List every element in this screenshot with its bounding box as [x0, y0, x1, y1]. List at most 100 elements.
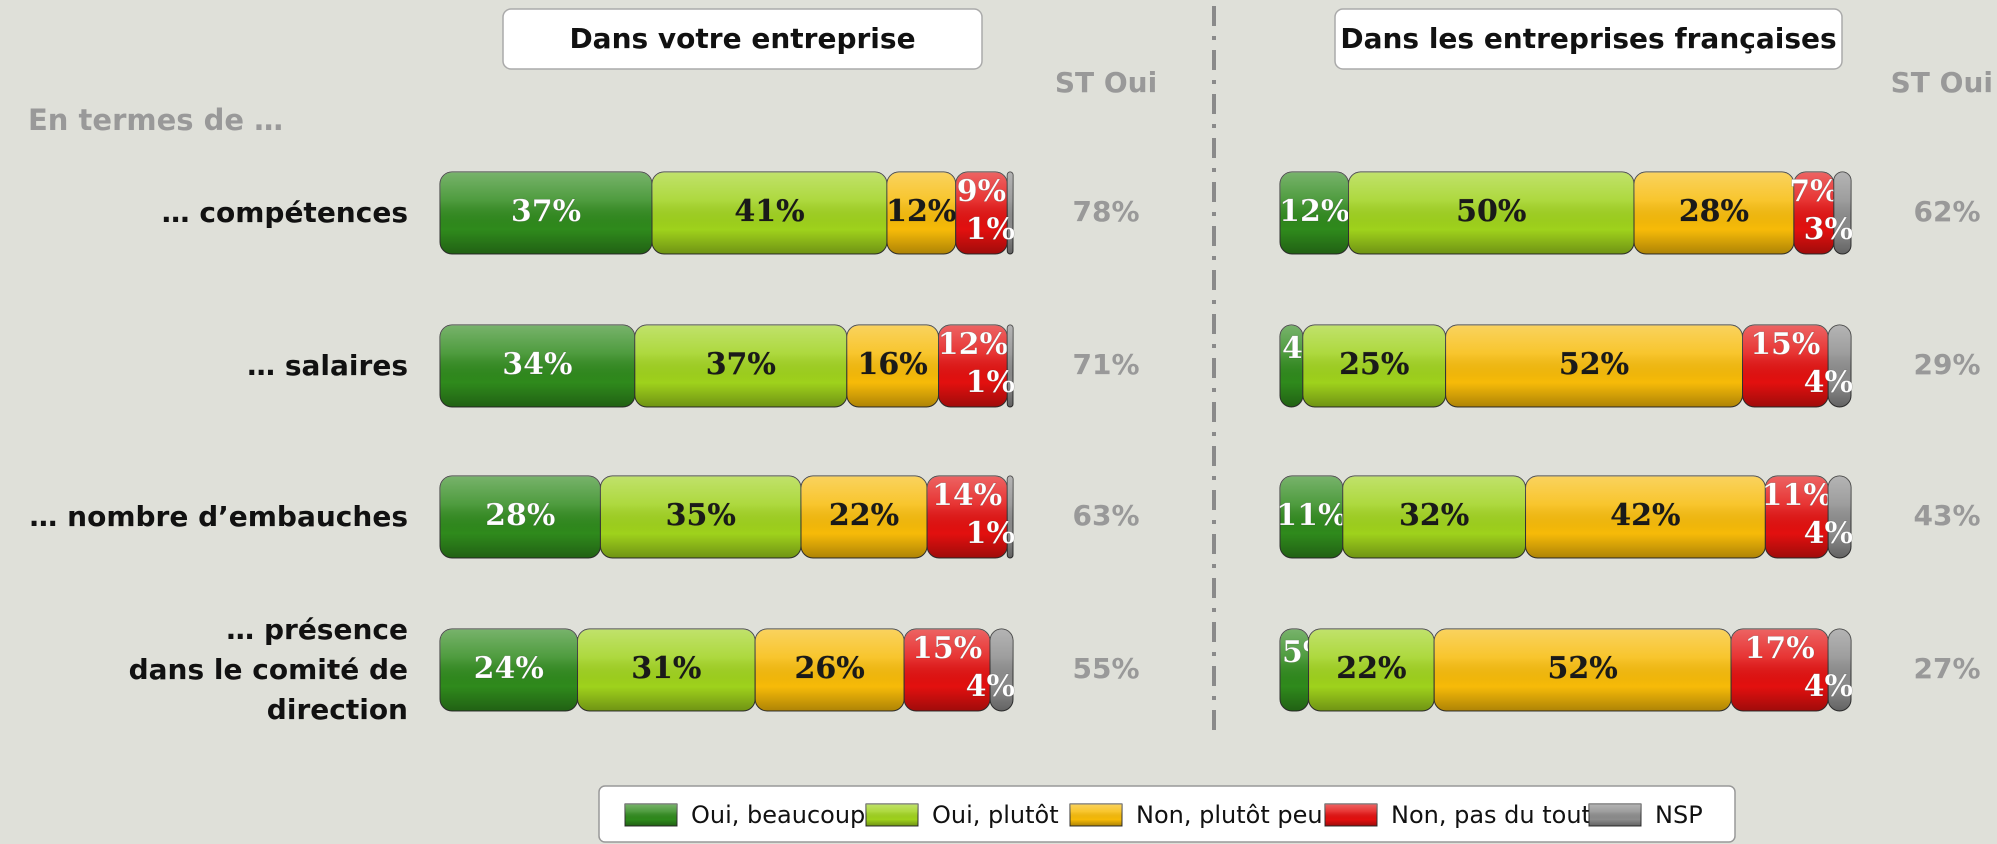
legend-box	[598, 785, 1736, 843]
total-label: 78%	[1072, 195, 1139, 228]
value-label: 11%	[1276, 498, 1346, 533]
value-label: 37%	[511, 194, 581, 229]
value-label: 4%	[1804, 516, 1853, 551]
value-label: 22%	[829, 498, 899, 533]
gloss	[440, 325, 635, 407]
subtitle: En termes de …	[28, 103, 283, 137]
gloss	[1445, 325, 1743, 407]
gloss	[866, 804, 918, 826]
value-label: 24%	[474, 651, 544, 686]
gloss	[1793, 172, 1834, 254]
gloss	[625, 804, 677, 826]
gloss	[1007, 476, 1013, 558]
gloss	[1070, 804, 1122, 826]
gloss	[927, 476, 1008, 558]
total-label: 71%	[1072, 348, 1139, 381]
gloss	[955, 172, 1008, 254]
value-label: 26%	[795, 651, 865, 686]
value-label: 11%	[1762, 478, 1832, 513]
gloss	[1742, 325, 1829, 407]
total-label: 63%	[1072, 499, 1139, 532]
gloss	[1280, 325, 1303, 407]
value-label: 22%	[1336, 651, 1406, 686]
value-label: 52%	[1559, 347, 1629, 382]
value-label: 32%	[1399, 498, 1469, 533]
gloss	[1828, 325, 1851, 407]
gloss	[1525, 476, 1766, 558]
value-label: 9%	[957, 174, 1006, 209]
value-label: 4%	[1804, 365, 1853, 400]
gloss	[577, 629, 756, 711]
gloss	[800, 476, 928, 558]
panel-header-box	[502, 8, 983, 70]
legend-label: Non, plutôt peu	[1136, 801, 1323, 829]
total-label: 27%	[1913, 652, 1980, 685]
category-label: … salaires	[247, 349, 408, 382]
category-label: … présence dans le comité de direction	[128, 613, 408, 726]
gloss	[1280, 476, 1343, 558]
gloss	[1828, 476, 1851, 558]
category-label: … compétences	[161, 196, 408, 229]
total-title: ST Oui	[1055, 66, 1157, 99]
gloss	[938, 325, 1008, 407]
gloss	[1634, 172, 1794, 254]
gloss	[886, 172, 956, 254]
value-label: 37%	[706, 347, 776, 382]
gloss	[440, 629, 578, 711]
gloss	[600, 476, 801, 558]
value-label: 50%	[1456, 194, 1526, 229]
panel-title: Dans votre entreprise	[569, 22, 915, 55]
value-label: 12%	[886, 194, 956, 229]
gloss	[1765, 476, 1829, 558]
gloss	[652, 172, 887, 254]
gloss	[440, 172, 653, 254]
legend-label: NSP	[1655, 801, 1703, 829]
value-label: 15%	[1750, 327, 1820, 362]
value-label: 4%	[966, 669, 1015, 704]
total-label: 62%	[1913, 195, 1980, 228]
gloss	[1434, 629, 1732, 711]
gloss	[990, 629, 1013, 711]
value-label: 16%	[858, 347, 928, 382]
gloss	[846, 325, 939, 407]
value-label: 17%	[1744, 631, 1814, 666]
legend-label: Oui, beaucoup	[691, 801, 865, 829]
gloss	[1348, 172, 1635, 254]
value-label: 34%	[502, 347, 572, 382]
value-label: 31%	[631, 651, 701, 686]
legend-label: Oui, plutôt	[932, 801, 1059, 829]
gloss	[1325, 804, 1377, 826]
value-label: 1%	[966, 516, 1015, 551]
gloss	[1833, 172, 1851, 254]
value-label: 12%	[1279, 194, 1349, 229]
gloss	[634, 325, 847, 407]
total-label: 55%	[1072, 652, 1139, 685]
gloss	[1280, 629, 1309, 711]
value-label: 12%	[938, 327, 1008, 362]
gloss	[755, 629, 905, 711]
gloss	[1280, 172, 1349, 254]
total-label: 43%	[1913, 499, 1980, 532]
value-label: 14%	[932, 478, 1002, 513]
panel-title: Dans les entreprises françaises	[1340, 22, 1836, 55]
value-label: 25%	[1339, 347, 1409, 382]
gloss	[904, 629, 991, 711]
value-label: 52%	[1547, 651, 1617, 686]
value-label: 3%	[1804, 212, 1853, 247]
gloss	[1731, 629, 1829, 711]
value-label: 28%	[485, 498, 555, 533]
gloss	[1828, 629, 1851, 711]
total-label: 29%	[1913, 348, 1980, 381]
value-label: 28%	[1679, 194, 1749, 229]
gloss	[1308, 629, 1435, 711]
gloss	[440, 476, 601, 558]
value-label: 4%	[1804, 669, 1853, 704]
category-label: … nombre d’embauches	[29, 500, 408, 533]
gloss	[1342, 476, 1526, 558]
panel-header-box	[1334, 8, 1843, 70]
value-label: 15%	[912, 631, 982, 666]
total-title: ST Oui	[1891, 66, 1993, 99]
gloss	[1302, 325, 1446, 407]
